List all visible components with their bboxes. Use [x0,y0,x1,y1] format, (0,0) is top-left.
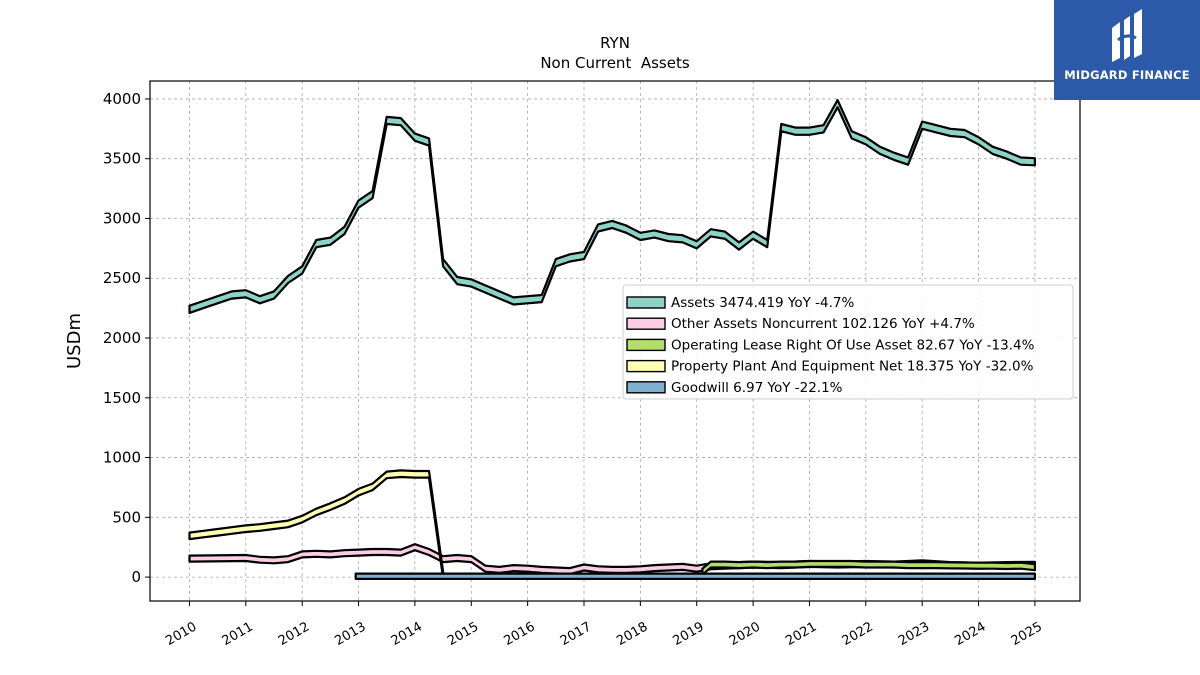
x-tick-label: 2023 [896,619,932,649]
legend-swatch [626,381,666,394]
logo-text: MIDGARD FINANCE [1064,68,1190,82]
legend-label: Other Assets Noncurrent 102.126 YoY +4.7… [671,316,975,332]
y-tick-label: 3000 [103,209,141,227]
x-tick-label: 2024 [952,619,988,649]
legend-swatch [626,296,666,309]
midgard-finance-logo: MIDGARD FINANCE [1054,0,1200,100]
x-tick-label: 2015 [445,619,481,649]
legend-label: Goodwill 6.97 YoY -22.1% [671,380,843,396]
x-tick-label: 2013 [332,619,368,649]
x-tick-label: 2017 [558,619,594,649]
x-tick-label: 2014 [389,619,425,649]
x-tick-label: 2016 [501,619,537,649]
legend-label: Operating Lease Right Of Use Asset 82.67… [671,337,1035,353]
y-tick-label: 2000 [103,329,141,347]
chart-title: RYN [600,34,630,52]
series-band-goodwill [354,572,1037,581]
y-tick-label: 0 [131,568,141,586]
legend-swatch [626,359,666,373]
legend-label: Property Plant And Equipment Net 18.375 … [671,359,1034,375]
x-tick-label: 2020 [727,619,763,649]
x-tick-label: 2021 [783,619,819,649]
x-tick-label: 2012 [276,619,312,649]
y-tick-label: 4000 [103,90,141,108]
y-tick-label: 1500 [103,389,141,407]
series-band-assets [188,98,1037,314]
series-layer [188,98,1037,581]
logo-mark-icon [1112,9,1142,62]
legend-box [622,284,1074,400]
y-axis-label: USDm [64,313,85,369]
x-tick-label: 2019 [671,619,707,649]
series-band-operating-lease-right-of-use-asset [701,559,1037,576]
x-axis: 2010 2011 2012 2013 2014 2015 2016 2017 2018 2019… [163,601,1045,649]
legend: Assets 3474.419 YoY -4.7% Other Assets No… [622,284,1074,400]
series-band-other-assets-noncurrent [188,543,1037,576]
y-tick-label: 1000 [103,449,141,467]
x-tick-label: 2022 [840,619,876,649]
x-tick-label: 2025 [1009,619,1045,649]
y-tick-label: 2500 [103,269,141,287]
legend-label: Assets 3474.419 YoY -4.7% [671,295,855,311]
x-tick-label: 2010 [163,619,199,649]
chart-subtitle: Non Current Assets [540,54,690,72]
x-tick-label: 2018 [614,619,650,649]
y-tick-label: 3500 [103,150,141,168]
legend-swatch [626,317,666,330]
y-axis: 0 500 1000 1500 2000 2500 3000 3500 4000 [103,90,150,586]
y-tick-label: 500 [112,508,141,526]
legend-swatch [626,338,666,352]
x-tick-label: 2011 [220,619,256,649]
plot-frame [149,80,1081,602]
